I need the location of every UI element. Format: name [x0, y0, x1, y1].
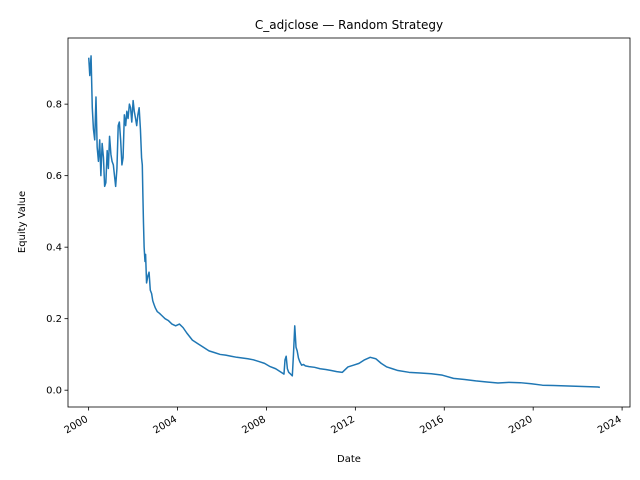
chart-title: C_adjclose — Random Strategy [255, 18, 443, 32]
y-tick-label: 0.0 [46, 386, 62, 397]
y-axis-label: Equity Value [17, 191, 28, 253]
plot-frame [67, 37, 631, 408]
y-ticks: 0.0 0.2 0.4 0.6 0.8 [46, 100, 68, 397]
x-axis-label: Date [337, 454, 361, 465]
y-tick-label: 0.8 [46, 100, 62, 111]
series-layer [88, 55, 601, 389]
axes-layer [67, 37, 631, 408]
y-tick-label: 0.4 [46, 243, 62, 254]
series-line-0 [88, 55, 601, 389]
y-tick-label: 0.6 [46, 171, 62, 182]
plot-area [68, 38, 630, 407]
y-tick-label: 0.2 [46, 314, 62, 325]
